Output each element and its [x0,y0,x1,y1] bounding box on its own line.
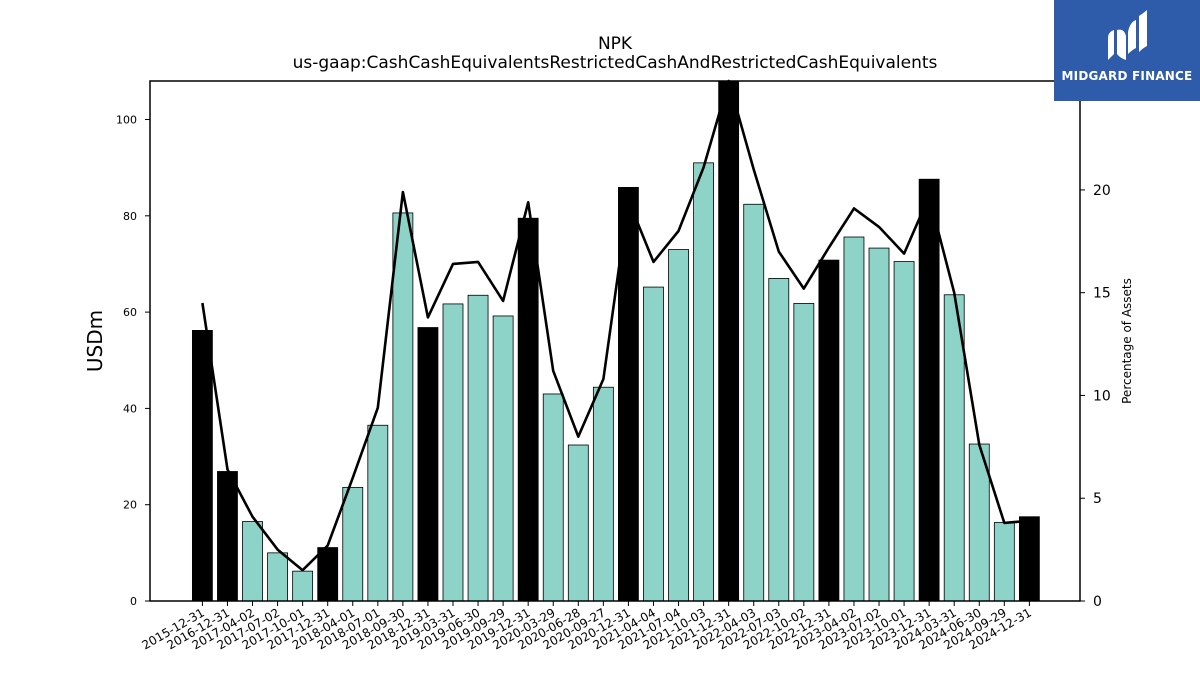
line-group [201,79,1030,572]
bar-2021-04-04 [643,286,664,602]
y-axis-label: USDm [83,310,107,372]
y2-axis-label: Percentage of Assets [1120,278,1134,404]
y2-tick-label: 20 [1093,183,1111,199]
bar-2018-12-31 [417,327,439,602]
plot-frame [149,80,1081,602]
bar-group [191,80,1040,602]
bar-2022-04-03 [743,203,765,602]
bar-2022-12-31 [818,259,840,602]
bar-2023-07-02 [868,247,890,602]
bar-2019-09-29 [492,315,514,602]
y-tick-label: 20 [123,499,137,512]
bar-2021-12-31 [718,80,740,602]
bar-2020-03-29 [542,393,564,602]
y2-tick-label: 5 [1093,491,1102,507]
bar-2020-06-28 [567,444,589,602]
bar-2021-07-04 [668,249,689,602]
chart-title: NPK [598,34,633,54]
bar-2020-09-27 [592,386,614,602]
bar-2018-07-01 [367,424,389,602]
y-tick-label: 100 [116,114,137,127]
bar-2016-12-31 [217,471,238,602]
logo-mark-icon [1108,10,1147,60]
bar-2022-07-03 [768,278,790,602]
bar-2024-09-29 [993,522,1015,602]
bar-2018-09-30 [392,212,414,602]
y-tick-label: 80 [123,210,137,223]
bar-2024-12-31 [1018,516,1040,602]
bar-2023-04-02 [843,236,865,602]
bar-2022-10-02 [793,303,815,602]
bar-2017-07-02 [267,552,288,602]
bar-2017-10-01 [292,570,314,602]
bar-2021-10-03 [693,162,714,602]
percentage-line [201,79,1030,572]
y2-tick-label: 10 [1093,388,1111,404]
y-tick-label: 40 [123,402,137,415]
bar-2023-10-01 [893,261,915,602]
bar-2018-04-01 [342,486,364,602]
logo-text: MIDGARD FINANCE [1061,69,1193,83]
bar-2017-04-02 [242,521,263,602]
bar-2015-12-31 [191,330,213,602]
bar-2019-03-31 [442,303,464,602]
y-tick-label: 60 [123,306,137,319]
bar-2017-12-31 [317,547,339,602]
bar-2023-12-31 [918,178,940,602]
y-tick-label: 0 [130,595,137,608]
bar-2019-12-31 [517,217,539,602]
bar-2019-06-30 [467,294,489,602]
chart-subtitle: us-gaap:CashCashEquivalentsRestrictedCas… [293,53,938,73]
brand-logo: MIDGARD FINANCE [1054,0,1200,101]
y2-tick-label: 15 [1093,286,1111,302]
y2-tick-label: 0 [1093,594,1102,610]
